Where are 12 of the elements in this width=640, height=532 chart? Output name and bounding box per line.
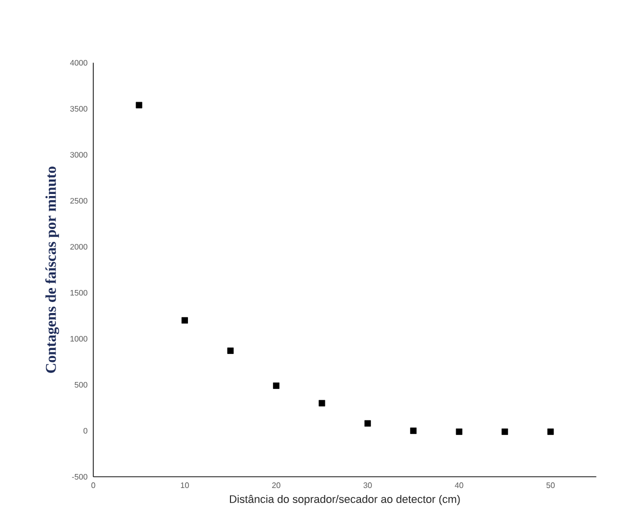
point <box>182 317 188 324</box>
point <box>456 428 462 435</box>
point <box>318 400 326 406</box>
point <box>547 428 554 435</box>
point <box>502 428 508 435</box>
point <box>272 382 280 389</box>
point <box>136 102 142 108</box>
y-axis-title: Contagens de faíscas por minuto <box>45 166 60 373</box>
point <box>364 420 371 427</box>
x-axis-title: Distância do soprador/secador ao detector (cm) <box>230 494 460 506</box>
point <box>227 348 234 354</box>
point <box>410 428 417 434</box>
